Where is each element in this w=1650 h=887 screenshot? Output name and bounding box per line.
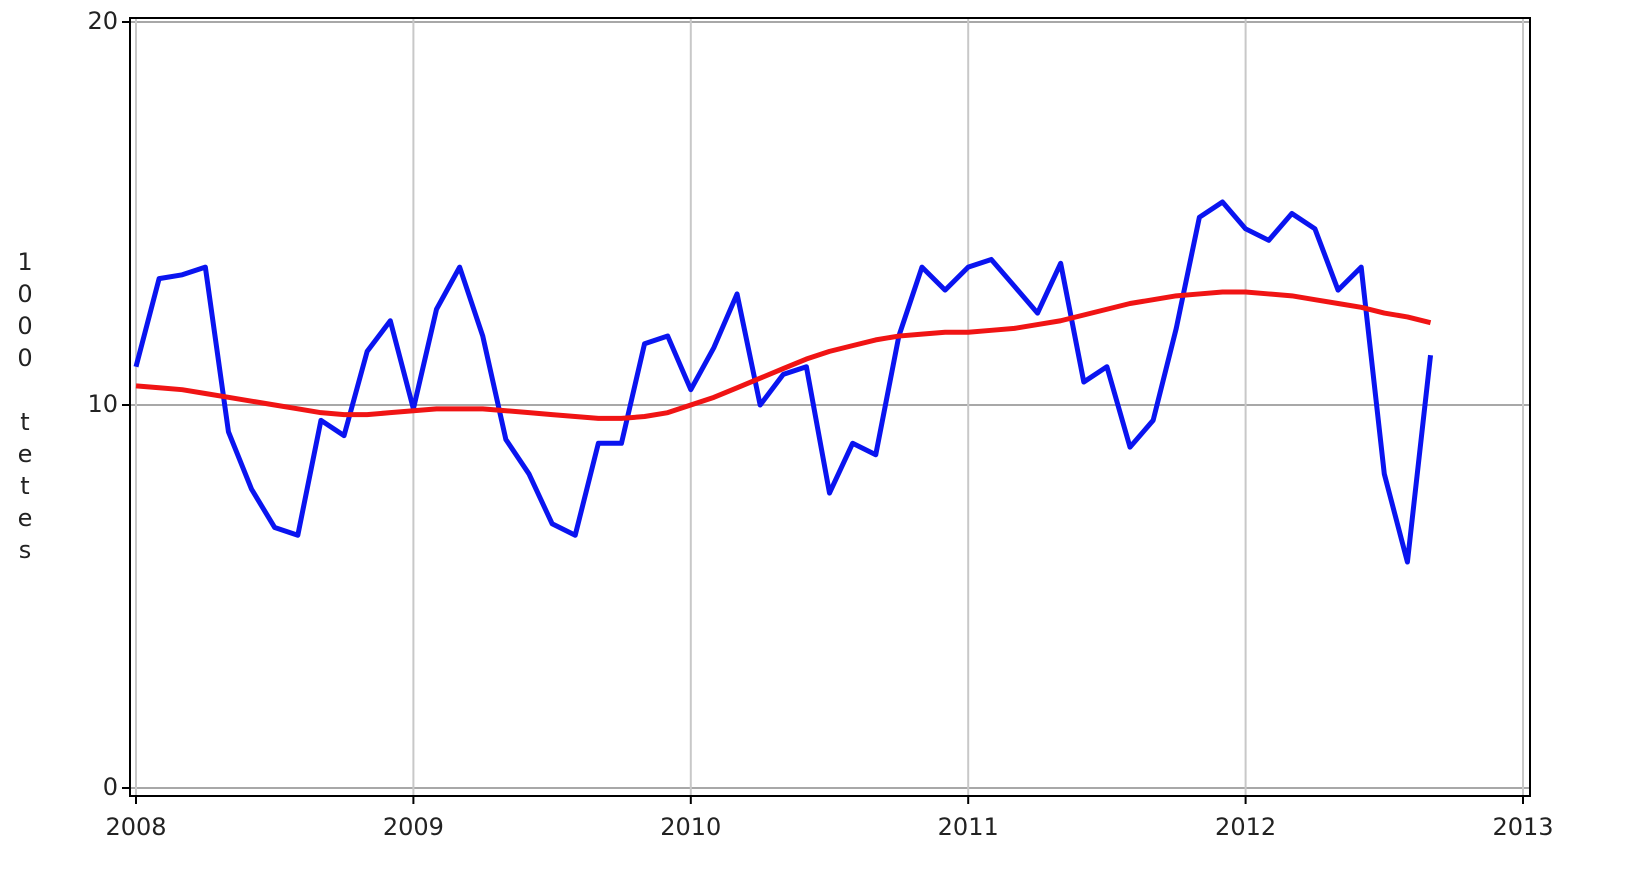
y-axis-label: 1000 tetes: [11, 248, 39, 568]
x-tick-label: 2013: [1492, 813, 1553, 841]
y-tick-label: 10: [87, 390, 118, 418]
x-tick-label: 2012: [1215, 813, 1276, 841]
x-tick-label: 2009: [383, 813, 444, 841]
x-tick-label: 2008: [105, 813, 166, 841]
data-line: [135, 289, 1432, 421]
y-tick-label: 0: [103, 773, 118, 801]
plot-frame: [129, 17, 1531, 797]
y-tick-label: 20: [87, 7, 118, 35]
x-tick-label: 2010: [660, 813, 721, 841]
x-tick-label: 2011: [938, 813, 999, 841]
data-line: [133, 199, 1434, 565]
